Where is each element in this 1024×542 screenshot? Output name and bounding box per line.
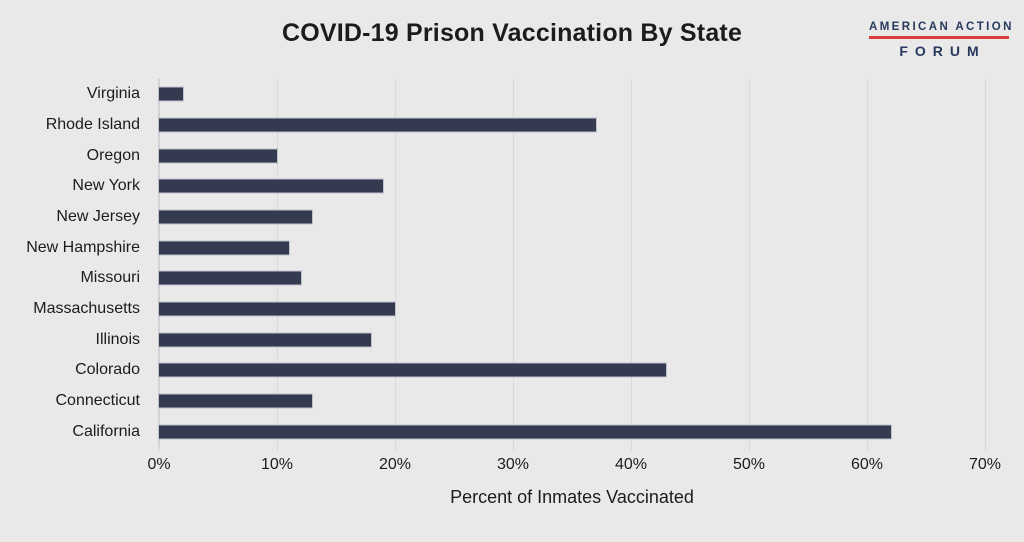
tick-mark-20%	[395, 447, 396, 451]
bar-new-jersey	[159, 210, 313, 224]
bar-illinois	[159, 333, 372, 347]
logo-text-forum: FORUM	[899, 43, 986, 59]
chart-title: COVID-19 Prison Vaccination By State	[281, 19, 743, 47]
x-axis-tick-labels: 0% 10% 20% 30% 40% 50% 60% 70%	[147, 456, 1001, 478]
bar-colorado	[159, 363, 667, 377]
x-tick-30%: 30%	[496, 456, 530, 473]
category-label-new-york: New York	[72, 177, 140, 195]
tick-mark-50%	[749, 447, 750, 451]
category-label-missouri: Missouri	[80, 269, 140, 287]
logo-red-rule	[869, 36, 1009, 39]
category-label-oregon: Oregon	[86, 146, 140, 164]
x-tick-50%: 50%	[732, 456, 766, 473]
bar-virginia	[159, 87, 183, 101]
category-label-virginia: Virginia	[86, 85, 140, 103]
bar-california	[159, 425, 891, 439]
x-tick-60%: 60%	[850, 456, 884, 473]
x-tick-70%: 70%	[968, 456, 1002, 473]
tick-mark-40%	[631, 447, 632, 451]
gridline-50%	[749, 79, 750, 447]
category-label-rhode-island: Rhode Island	[45, 116, 140, 133]
tick-mark-10%	[277, 447, 278, 451]
tick-mark-60%	[867, 447, 868, 451]
category-label-colorado: Colorado	[75, 361, 140, 379]
gridline-70%	[985, 79, 986, 447]
american-action-forum-logo: AMERICAN ACTION FORUM	[869, 21, 1014, 59]
gridline-20%	[395, 79, 396, 447]
bar-new-hampshire	[159, 241, 289, 255]
y-axis-category-labels: Virginia Rhode Island Oregon New York New Je…	[0, 79, 148, 447]
gridline-10%	[277, 79, 278, 447]
category-label-new-hampshire: New Hampshire	[26, 238, 140, 256]
category-label-new-jersey: New Jersey	[56, 208, 140, 225]
tick-mark-70%	[985, 447, 986, 451]
bar-new-york	[159, 179, 384, 193]
bar-oregon	[159, 149, 277, 163]
category-label-illinois: Illinois	[95, 330, 140, 348]
category-label-massachusetts: Massachusetts	[33, 300, 140, 317]
bar-massachusetts	[159, 302, 395, 316]
gridline-30%	[513, 79, 514, 447]
bar-connecticut	[159, 394, 313, 408]
x-tick-0%: 0%	[147, 456, 171, 473]
x-axis-title: Percent of Inmates Vaccinated	[450, 487, 694, 507]
x-tick-10%: 10%	[260, 456, 294, 473]
category-label-california: California	[72, 422, 140, 440]
bar-rhode-island	[159, 118, 596, 132]
logo-text-american-action: AMERICAN ACTION	[869, 21, 1014, 33]
bar-missouri	[159, 271, 301, 285]
gridline-40%	[631, 79, 632, 447]
y-axis-line	[158, 79, 160, 447]
x-tick-20%: 20%	[378, 456, 412, 473]
category-label-connecticut: Connecticut	[55, 392, 141, 409]
tick-mark-0%	[159, 447, 160, 451]
gridline-60%	[867, 79, 868, 447]
x-tick-40%: 40%	[614, 456, 648, 473]
tick-mark-30%	[513, 447, 514, 451]
plot-area	[158, 79, 986, 451]
